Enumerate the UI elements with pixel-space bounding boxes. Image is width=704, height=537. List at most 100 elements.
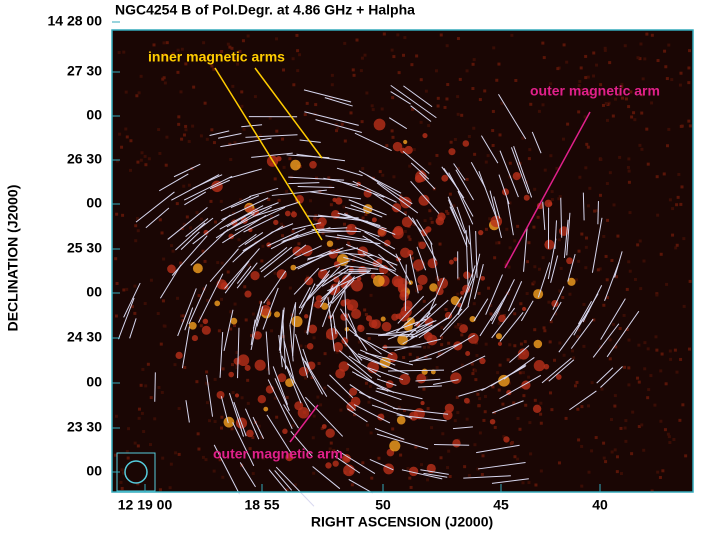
- noise: [329, 96, 333, 100]
- halpha: [363, 189, 372, 198]
- b-vector: [614, 251, 623, 278]
- noise: [399, 438, 403, 442]
- b-vector: [259, 246, 288, 270]
- noise: [604, 101, 608, 105]
- noise: [474, 369, 478, 373]
- noise: [459, 322, 463, 326]
- noise: [460, 333, 464, 337]
- noise: [357, 340, 361, 344]
- noise: [655, 175, 659, 179]
- noise: [643, 367, 647, 371]
- noise: [229, 327, 233, 331]
- b-vector: [274, 470, 293, 491]
- pointer: [254, 67, 323, 159]
- b-vector: [458, 387, 486, 397]
- b-vector: [582, 192, 585, 221]
- noise: [427, 345, 431, 349]
- halpha: [566, 257, 573, 265]
- b-vector: [407, 215, 422, 232]
- noise: [492, 46, 496, 50]
- noise: [137, 91, 141, 95]
- b-vector: [289, 303, 296, 325]
- noise: [355, 38, 359, 42]
- noise: [640, 93, 644, 97]
- noise: [273, 177, 277, 181]
- noise: [675, 203, 679, 207]
- noise: [235, 351, 239, 355]
- noise: [208, 419, 212, 423]
- halpha: [297, 406, 310, 419]
- noise: [679, 202, 683, 206]
- b-vector: [531, 131, 542, 154]
- noise: [180, 314, 184, 318]
- annotations: inner magnetic arms outer magnetic arm o…: [148, 49, 660, 462]
- b-vector: [410, 181, 440, 214]
- b-vector: [541, 357, 572, 384]
- b-vector: [167, 206, 208, 240]
- noise: [587, 92, 591, 96]
- noise: [390, 48, 394, 52]
- b-vector: [498, 93, 527, 140]
- b-vector: [443, 168, 465, 199]
- noise: [343, 41, 347, 45]
- b-vector: [436, 334, 475, 359]
- noise: [415, 54, 419, 58]
- noise: [304, 344, 308, 348]
- noise: [445, 209, 449, 213]
- noise: [557, 197, 561, 201]
- halpha: [230, 317, 238, 325]
- noise: [655, 293, 659, 297]
- noise: [410, 63, 414, 67]
- noise: [139, 74, 143, 78]
- noise: [522, 394, 526, 398]
- noise: [119, 480, 123, 484]
- b-vector: [177, 288, 197, 337]
- halpha: [417, 274, 428, 286]
- noise: [288, 157, 292, 161]
- noise: [199, 324, 203, 328]
- noise: [158, 218, 162, 222]
- halpha: [306, 343, 314, 350]
- noise: [422, 299, 426, 303]
- halpha: [365, 315, 373, 322]
- b-vector: [549, 301, 562, 322]
- halpha: [413, 259, 425, 271]
- b-vector: [260, 246, 293, 273]
- noise: [688, 279, 692, 283]
- noise: [660, 352, 664, 356]
- noise: [584, 166, 588, 170]
- noise: [688, 49, 692, 53]
- noise: [456, 411, 460, 415]
- noise: [521, 371, 525, 375]
- noise: [217, 329, 221, 333]
- halpha: [503, 436, 510, 443]
- noise: [612, 203, 616, 207]
- noise: [385, 144, 389, 148]
- noise: [291, 229, 295, 233]
- b-vector: [243, 214, 280, 233]
- b-vector: [409, 358, 432, 363]
- b-vector: [567, 253, 576, 282]
- noise: [534, 483, 538, 487]
- noise: [561, 137, 565, 141]
- halpha: [228, 371, 235, 378]
- noise: [472, 302, 476, 306]
- b-vector: [491, 400, 524, 414]
- noise: [260, 259, 264, 263]
- noise: [577, 328, 581, 332]
- noise: [472, 126, 476, 130]
- b-vector: [477, 462, 526, 470]
- noise: [213, 220, 217, 224]
- noise: [655, 348, 659, 352]
- halpha: [371, 319, 382, 329]
- noise: [650, 101, 654, 105]
- noise: [598, 193, 602, 197]
- halpha: [442, 410, 453, 421]
- b-vector: [416, 219, 433, 245]
- noise: [680, 185, 684, 189]
- noise: [665, 282, 669, 286]
- b-vector: [267, 227, 306, 247]
- noise: [542, 56, 546, 60]
- noise: [160, 390, 164, 394]
- noise: [309, 199, 313, 203]
